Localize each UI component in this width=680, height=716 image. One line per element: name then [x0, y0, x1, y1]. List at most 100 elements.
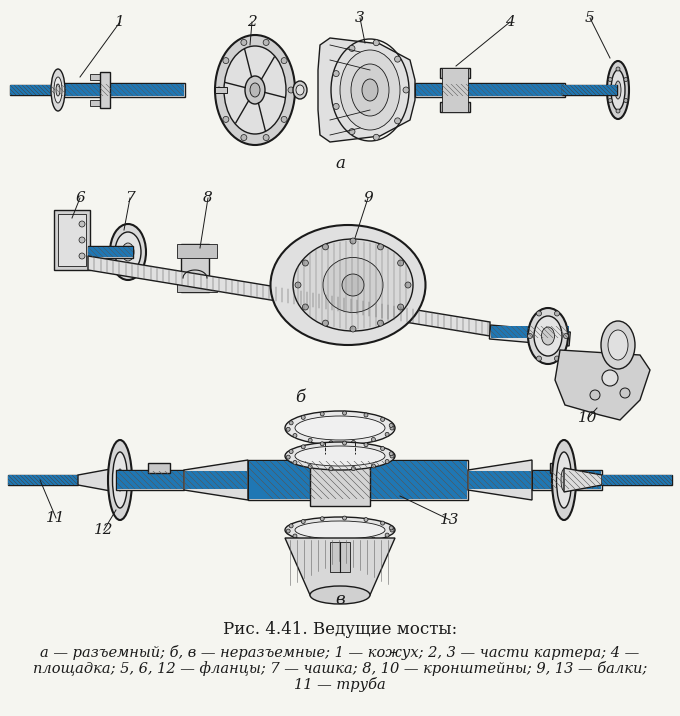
Circle shape [241, 135, 247, 140]
Polygon shape [468, 460, 532, 500]
Circle shape [293, 433, 297, 437]
Circle shape [537, 356, 541, 361]
Text: 13: 13 [440, 513, 460, 527]
Circle shape [398, 304, 404, 310]
Circle shape [385, 432, 389, 436]
Circle shape [343, 411, 347, 415]
Polygon shape [555, 350, 650, 420]
Circle shape [79, 221, 85, 227]
Ellipse shape [611, 70, 625, 110]
Ellipse shape [615, 81, 621, 99]
Bar [215, 87, 227, 93]
Circle shape [389, 452, 393, 456]
Circle shape [308, 438, 312, 442]
Circle shape [286, 455, 290, 459]
Circle shape [616, 109, 620, 113]
Circle shape [281, 117, 287, 122]
Circle shape [263, 135, 269, 140]
Circle shape [333, 103, 339, 110]
Bar [88, 246, 133, 258]
Circle shape [281, 57, 287, 64]
Ellipse shape [285, 442, 395, 470]
Circle shape [308, 465, 312, 469]
Polygon shape [184, 460, 248, 500]
Text: 4: 4 [505, 15, 515, 29]
Bar [58, 214, 86, 266]
Text: 7: 7 [125, 191, 135, 205]
Ellipse shape [296, 85, 304, 95]
Circle shape [343, 516, 347, 520]
Ellipse shape [54, 77, 62, 103]
Circle shape [624, 77, 628, 82]
Ellipse shape [126, 248, 131, 256]
Circle shape [350, 238, 356, 244]
Ellipse shape [295, 416, 385, 440]
Circle shape [554, 356, 560, 361]
Bar [330, 542, 350, 572]
Bar [181, 244, 209, 292]
Ellipse shape [215, 35, 295, 145]
Bar [562, 85, 617, 95]
Ellipse shape [607, 61, 629, 119]
Bar [532, 470, 602, 490]
Ellipse shape [115, 232, 141, 272]
Ellipse shape [342, 274, 364, 296]
Circle shape [608, 77, 612, 82]
Bar [8, 475, 78, 485]
Circle shape [528, 334, 532, 339]
Circle shape [286, 529, 290, 533]
Circle shape [602, 370, 618, 386]
Circle shape [286, 427, 290, 431]
Circle shape [394, 118, 401, 124]
Ellipse shape [245, 76, 265, 104]
Bar [490, 325, 571, 346]
Text: 11: 11 [46, 511, 66, 525]
Text: 3: 3 [355, 11, 365, 25]
Circle shape [308, 538, 312, 542]
Ellipse shape [108, 440, 132, 520]
Circle shape [216, 87, 222, 93]
Ellipse shape [541, 327, 554, 345]
Circle shape [385, 460, 389, 463]
Text: а: а [335, 155, 345, 172]
Ellipse shape [56, 84, 60, 96]
Text: б: б [295, 390, 305, 407]
Bar [440, 68, 470, 78]
Circle shape [554, 311, 560, 316]
Polygon shape [318, 38, 415, 142]
Ellipse shape [310, 586, 370, 604]
Text: 2: 2 [247, 15, 257, 29]
Bar [415, 83, 565, 97]
Circle shape [301, 445, 305, 449]
Bar [90, 100, 102, 106]
Bar [185, 471, 247, 489]
Circle shape [373, 135, 379, 140]
Circle shape [289, 524, 293, 528]
Circle shape [343, 441, 347, 445]
Circle shape [390, 454, 394, 458]
Ellipse shape [561, 469, 567, 491]
Text: в: в [335, 591, 345, 609]
Ellipse shape [608, 330, 628, 360]
Bar [602, 475, 672, 485]
Bar [90, 74, 102, 80]
Ellipse shape [601, 321, 635, 369]
Circle shape [385, 533, 389, 537]
Circle shape [329, 540, 333, 544]
Ellipse shape [293, 81, 307, 99]
Circle shape [289, 450, 293, 453]
Circle shape [364, 413, 368, 417]
Bar [100, 72, 110, 108]
Circle shape [389, 526, 393, 530]
Circle shape [301, 415, 305, 420]
Circle shape [390, 426, 394, 430]
Ellipse shape [271, 225, 426, 345]
Circle shape [352, 540, 356, 543]
Circle shape [322, 320, 328, 326]
Circle shape [608, 99, 612, 102]
Circle shape [303, 260, 308, 266]
Text: Рис. 4.41. Ведущие мосты:: Рис. 4.41. Ведущие мосты: [223, 621, 457, 639]
Bar [54, 210, 90, 270]
Bar [10, 85, 55, 95]
Circle shape [364, 442, 368, 447]
